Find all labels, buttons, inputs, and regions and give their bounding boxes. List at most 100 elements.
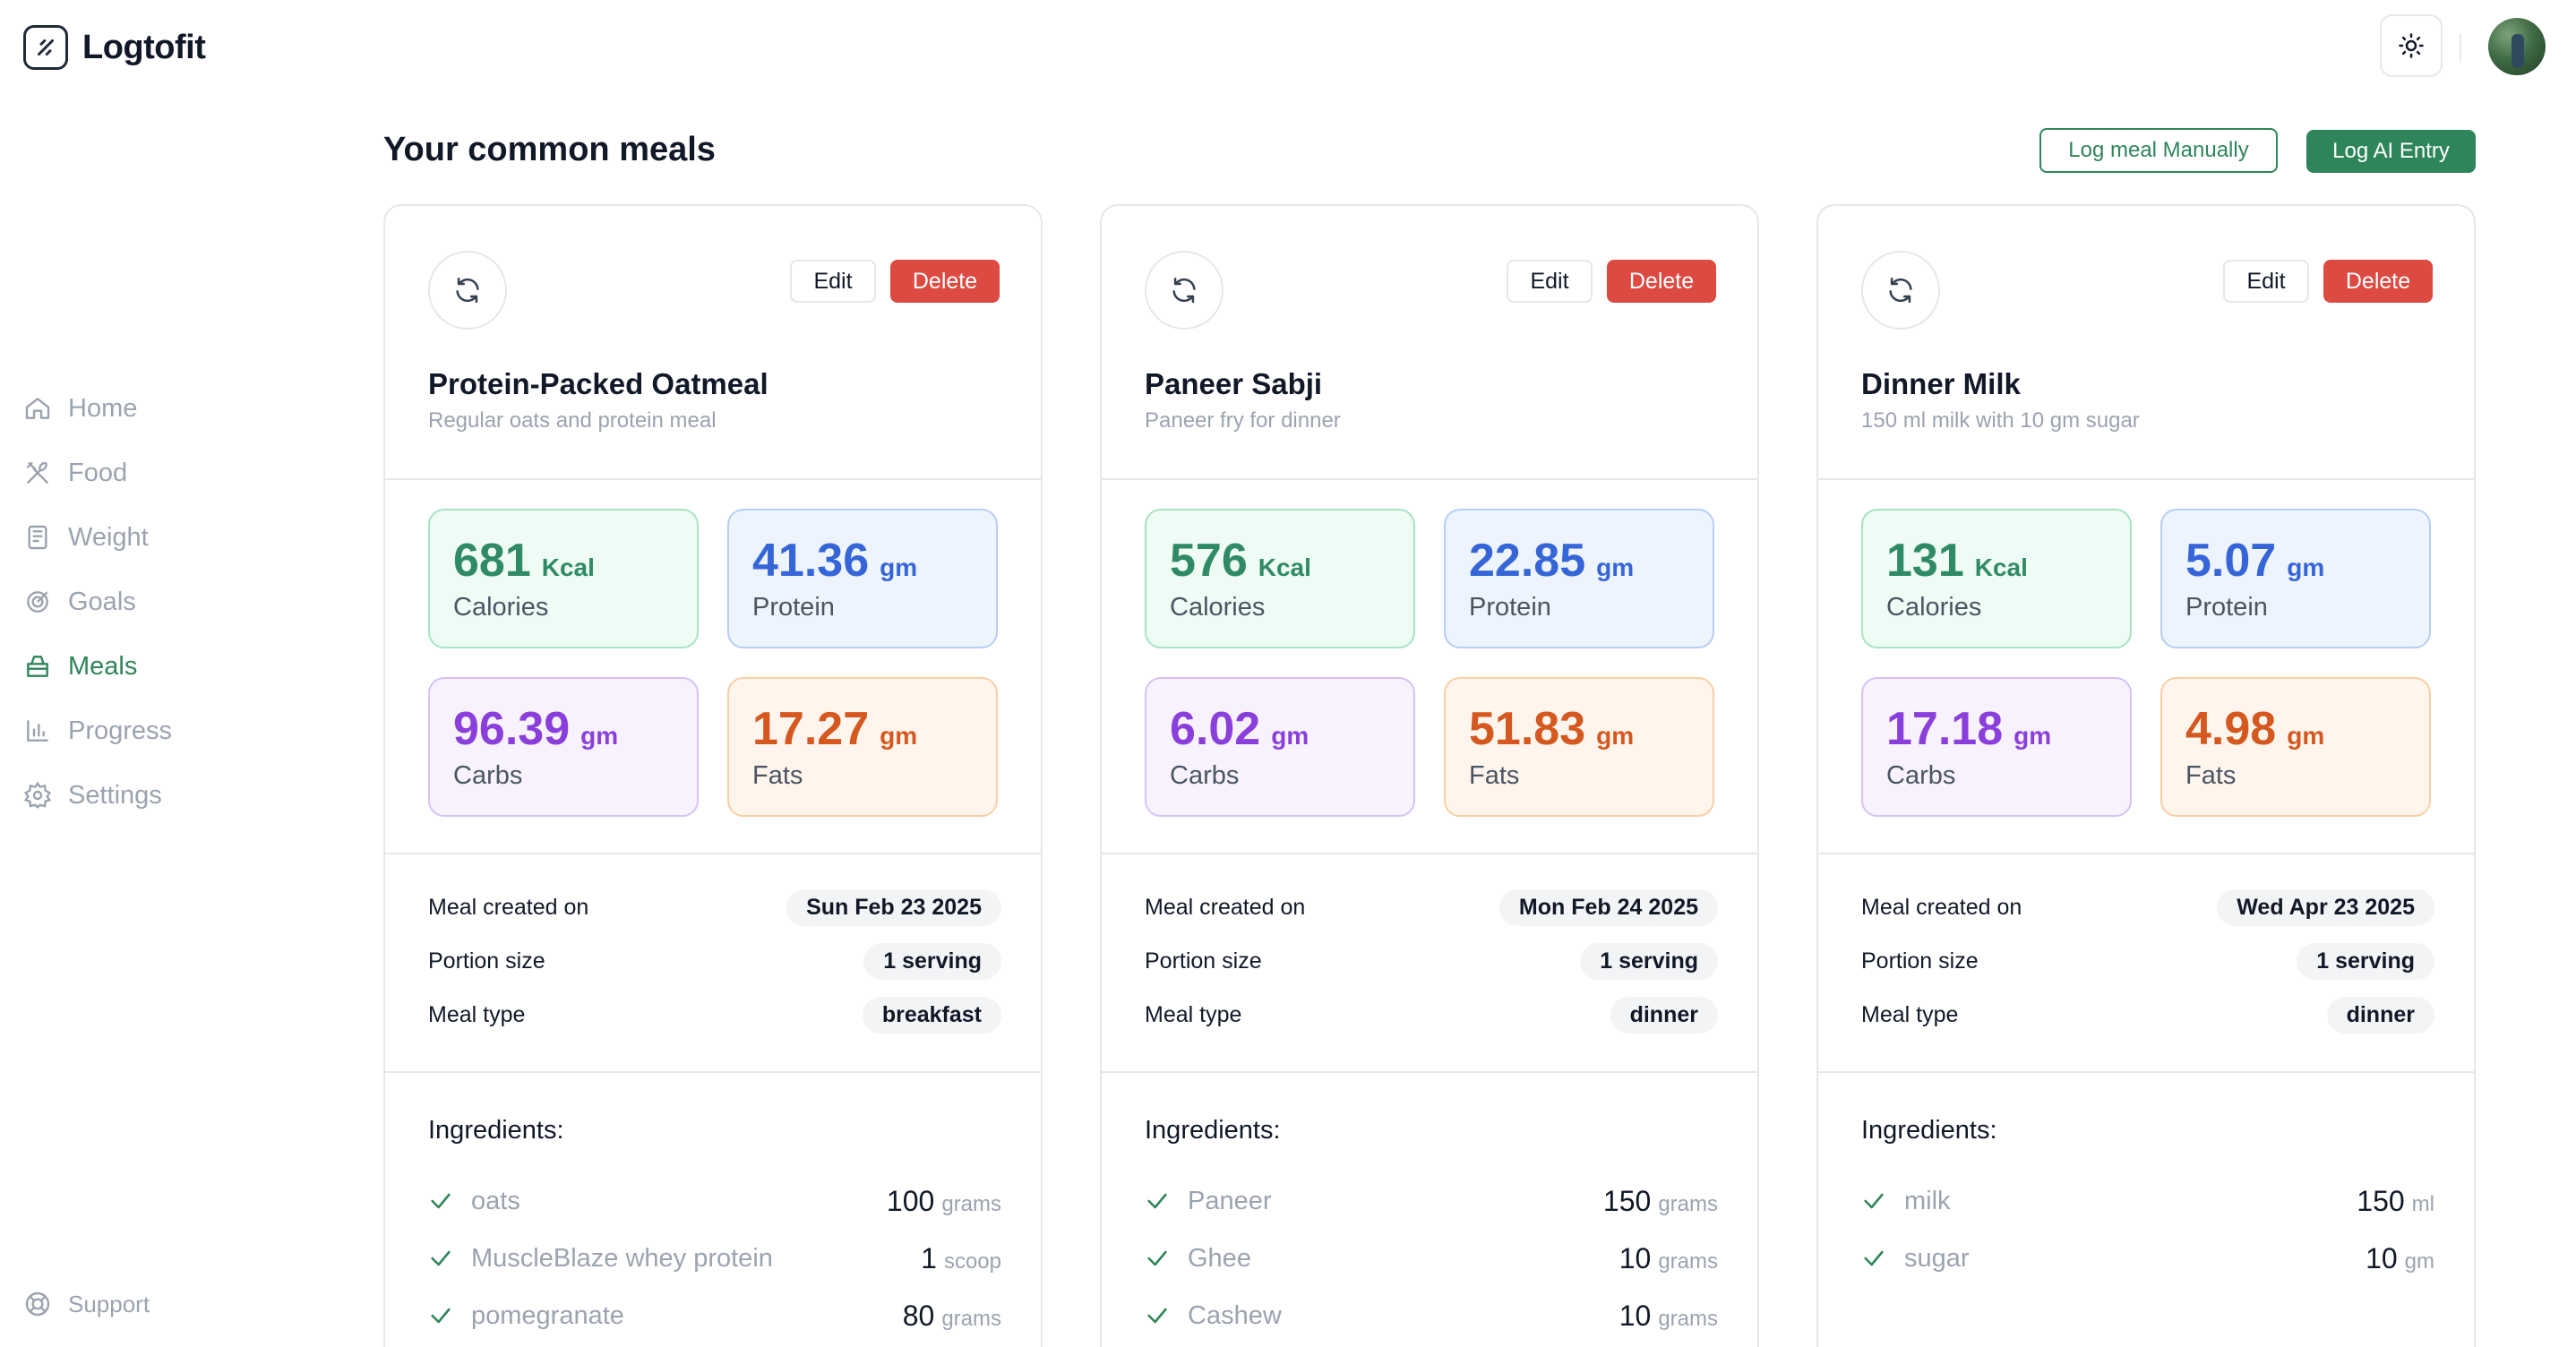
ingredient-quantity: 10 grams — [1619, 1300, 1718, 1333]
ingredient-row: pomegranate 80 grams — [428, 1293, 1001, 1338]
check-icon — [431, 1250, 451, 1266]
bar-chart-icon — [27, 720, 48, 742]
ingredient-name: Paneer — [1188, 1186, 1272, 1215]
ingredient-quantity: 1 scoop — [921, 1242, 1001, 1275]
ingredient-unit: grams — [1658, 1191, 1718, 1216]
meal-type-label: Meal type — [1861, 1001, 1959, 1027]
carbs-unit: gm — [1271, 722, 1309, 750]
sidebar-item-weight[interactable]: Weight — [23, 505, 328, 570]
delete-meal-button[interactable]: Delete — [890, 260, 1000, 303]
created-label: Meal created on — [1861, 894, 2022, 920]
detail-portion-row: Portion size 1 serving — [1861, 940, 2434, 982]
calories-unit: Kcal — [1258, 553, 1311, 581]
ingredient-name: oats — [471, 1186, 520, 1215]
protein-unit: gm — [2287, 553, 2325, 581]
ingredient-name: Cashew — [1188, 1300, 1282, 1330]
ingredient-amount: 150 — [1602, 1184, 1652, 1217]
sidebar-item-meals[interactable]: Meals — [23, 634, 328, 699]
sidebar-item-food[interactable]: Food — [23, 441, 328, 505]
edit-meal-button[interactable]: Edit — [1507, 260, 1593, 303]
refresh-icon — [1172, 277, 1196, 304]
ingredient-name-group: oats — [428, 1187, 520, 1216]
delete-meal-button[interactable]: Delete — [1607, 260, 1716, 303]
check-icon — [1864, 1193, 1884, 1209]
sidebar-item-home[interactable]: Home — [23, 376, 328, 441]
theme-toggle-button[interactable] — [2380, 14, 2443, 77]
ingredient-unit: grams — [1658, 1248, 1718, 1274]
protein-tile: 22.85 gm Protein — [1444, 509, 1714, 648]
relog-meal-button[interactable] — [428, 251, 507, 330]
ingredient-name-group: Cashew — [1145, 1301, 1282, 1331]
fats-label: Fats — [1469, 761, 1520, 790]
ingredient-quantity: 10 grams — [1619, 1242, 1718, 1275]
delete-meal-button[interactable]: Delete — [2323, 260, 2433, 303]
fats-unit: gm — [880, 722, 918, 750]
meal-type-label: Meal type — [428, 1001, 526, 1027]
created-date-badge: Wed Apr 23 2025 — [2217, 888, 2434, 926]
sidebar-item-goals[interactable]: Goals — [23, 570, 328, 634]
log-ai-entry-button[interactable]: Log AI Entry — [2306, 130, 2476, 173]
edit-meal-button[interactable]: Edit — [2223, 260, 2309, 303]
app-logo[interactable]: Logtofit — [23, 25, 206, 70]
refresh-icon — [1889, 277, 1912, 304]
carbs-unit: gm — [580, 722, 619, 750]
protein-tile: 5.07 gm Protein — [2160, 509, 2431, 648]
sidebar-item-label: Goals — [68, 587, 136, 616]
ingredient-amount: 80 — [902, 1299, 935, 1332]
carbs-unit: gm — [2014, 722, 2052, 750]
fats-value: 4.98 — [2185, 703, 2277, 755]
ingredient-row: MuscleBlaze whey protein 1 scoop — [428, 1236, 1001, 1281]
sidebar-item-progress[interactable]: Progress — [23, 699, 328, 763]
sidebar-item-label: Weight — [68, 522, 149, 552]
check-icon — [431, 1193, 451, 1209]
ingredient-name-group: milk — [1861, 1187, 1951, 1216]
relog-meal-button[interactable] — [1861, 251, 1940, 330]
logo-icon — [23, 25, 68, 70]
portion-badge: 1 serving — [863, 942, 1001, 980]
relog-meal-button[interactable] — [1145, 251, 1224, 330]
log-meal-manually-button[interactable]: Log meal Manually — [2039, 128, 2278, 173]
ingredient-unit: scoop — [943, 1248, 1001, 1274]
ingredient-amount: 150 — [2357, 1184, 2405, 1217]
protein-label: Protein — [752, 593, 835, 622]
support-label: Support — [68, 1290, 150, 1317]
ingredient-name-group: Ghee — [1145, 1244, 1251, 1274]
meal-card-header: Edit Delete Paneer Sabji Paneer fry for … — [1102, 206, 1757, 480]
ingredient-quantity: 150 ml — [2357, 1185, 2434, 1218]
sidebar-nav: Home Food Weight Goals Meals Progress Se… — [23, 376, 328, 828]
page-title: Your common meals — [383, 131, 716, 168]
ingredient-amount: 10 — [2366, 1241, 2398, 1274]
support-link[interactable]: Support — [23, 1290, 150, 1318]
edit-meal-button[interactable]: Edit — [790, 260, 876, 303]
ingredient-name: Ghee — [1188, 1243, 1251, 1273]
fats-tile: 51.83 gm Fats — [1444, 677, 1714, 817]
detail-type-row: Meal type dinner — [1145, 994, 1718, 1035]
fats-unit: gm — [2287, 722, 2325, 750]
created-label: Meal created on — [1145, 894, 1306, 920]
scale-icon — [28, 525, 47, 550]
calories-tile: 681 Kcal Calories — [428, 509, 699, 648]
calories-label: Calories — [453, 593, 549, 622]
ingredient-quantity: 100 grams — [887, 1185, 1001, 1218]
ingredient-name-group: Paneer — [1145, 1187, 1272, 1216]
ingredient-unit: grams — [941, 1191, 1001, 1216]
protein-value: 5.07 — [2185, 535, 2277, 587]
ingredient-row: oats 100 grams — [428, 1179, 1001, 1223]
meal-description: 150 ml milk with 10 gm sugar — [1861, 408, 2140, 433]
ingredients-title: Ingredients: — [1145, 1116, 1281, 1145]
sidebar-item-label: Meals — [68, 651, 138, 681]
check-icon — [431, 1308, 451, 1324]
carbs-value: 96.39 — [453, 703, 571, 755]
user-avatar[interactable] — [2488, 18, 2546, 75]
check-icon — [1147, 1193, 1167, 1209]
ingredients-title: Ingredients: — [1861, 1116, 1997, 1145]
protein-tile: 41.36 gm Protein — [727, 509, 998, 648]
sidebar-item-settings[interactable]: Settings — [23, 763, 328, 828]
meal-box-icon — [27, 656, 48, 677]
calories-value: 681 — [453, 535, 531, 587]
lifebuoy-icon — [25, 1291, 50, 1317]
header-divider — [2460, 34, 2461, 61]
sidebar-item-label: Food — [68, 458, 128, 487]
portion-badge: 1 serving — [2297, 942, 2434, 980]
fats-value: 51.83 — [1469, 703, 1586, 755]
